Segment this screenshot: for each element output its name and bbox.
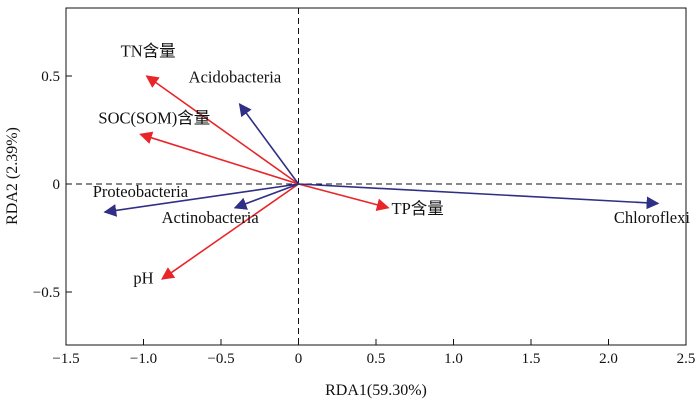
reference-lines (66, 8, 686, 345)
arrow-tp (298, 183, 390, 212)
arrow-proteobacteria (103, 183, 299, 217)
arrow-label-acidobacteria: Acidobacteria (189, 67, 282, 86)
y-axis-title: RDA2 (2.39%) (4, 127, 21, 225)
x-tick-label: 1.0 (444, 351, 463, 367)
arrow-label-chloroflexi: Chloroflexi (614, 208, 690, 227)
arrow-soc-som (139, 131, 299, 185)
ticks-layer: −1.5 −1.0 −0.5 0 0.5 1.0 1.5 2.0 2.5 0.5 0 −0.5 (33, 69, 696, 367)
x-tick-label: 0 (295, 351, 303, 367)
arrow-label-proteobacteria: Proteobacteria (93, 182, 189, 201)
x-tick-label: 2.5 (677, 351, 696, 367)
x-tick-label: 2.0 (599, 351, 618, 367)
x-axis-title: RDA1(59.30%) (325, 382, 427, 399)
arrow-label-soc-som: SOC(SOM)含量 (98, 109, 210, 128)
labels-layer: TN含量 SOC(SOM)含量 TP含量 pH Acidobacteria Proteob… (93, 42, 691, 288)
x-tick-label: −0.5 (207, 351, 234, 367)
arrow-tn (145, 75, 299, 185)
arrow-label-tp: TP含量 (392, 199, 444, 218)
arrow-label-actinobacteria: Actinobacteria (162, 208, 260, 227)
y-tick-label: 0.5 (41, 69, 60, 85)
arrow-actinobacteria (233, 183, 299, 210)
x-tick-label: −1.0 (130, 351, 157, 367)
arrow-chloroflexi (298, 183, 660, 210)
y-tick-label: −0.5 (33, 285, 60, 301)
arrow-label-tn: TN含量 (121, 42, 176, 61)
arrow-acidobacteria (238, 103, 300, 185)
x-tick-label: 0.5 (367, 351, 386, 367)
y-tick-label: 0 (53, 177, 61, 193)
x-tick-label: −1.5 (52, 351, 79, 367)
arrows-layer (103, 75, 660, 280)
arrow-label-ph: pH (133, 268, 153, 287)
arrow-ph (161, 183, 299, 280)
x-tick-label: 1.5 (522, 351, 541, 367)
